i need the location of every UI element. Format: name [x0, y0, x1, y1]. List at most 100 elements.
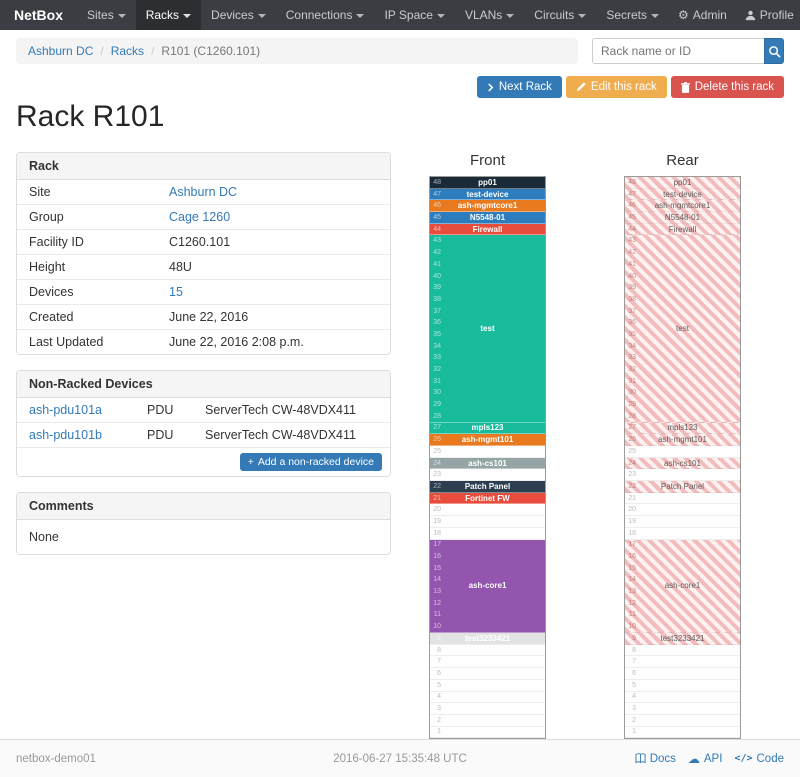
search-input[interactable]: [592, 38, 764, 64]
attr-value-link[interactable]: 15: [169, 285, 183, 299]
nav-item-label: Circuits: [534, 8, 575, 22]
chevron-down-icon: [117, 13, 126, 18]
empty-unit: [625, 679, 740, 692]
nav-item-label: Secrets: [606, 8, 647, 22]
device-label: test-device: [466, 189, 509, 199]
left-column: Rack Site Ashburn DC Group Cage 1260 Facilit…: [16, 152, 391, 570]
device-n5548-01[interactable]: N5548-01: [625, 212, 740, 224]
rack-elevations: Front 48 47 46 45 44 43 42 41 40 39 38 37 36 35 34 33 32…: [429, 152, 741, 740]
empty-unit: [625, 656, 740, 669]
nav-item-devices[interactable]: Devices: [201, 0, 276, 30]
device-test3233421[interactable]: test3233421: [625, 633, 740, 645]
device-label: Patch Panel: [464, 481, 511, 491]
device-label: ash-mgmtcore1: [457, 201, 518, 211]
rack-units: pp01 test-device ash-mgmtcore1 N5548-01 Fire…: [430, 177, 545, 739]
device-pp01[interactable]: pp01: [430, 177, 545, 189]
empty-unit: [625, 492, 740, 505]
edit-rack-label: Edit this rack: [590, 81, 657, 93]
rack-panel: Rack Site Ashburn DC Group Cage 1260 Facilit…: [16, 152, 391, 355]
device-n5548-01[interactable]: N5548-01: [430, 212, 545, 224]
navbar-right-items: ⚙AdminProfileLog out: [669, 0, 800, 30]
device-name-link[interactable]: ash-pdu101a: [29, 403, 102, 417]
main-container: Ashburn DC / Racks / R101 (C1260.101) Next R…: [0, 30, 800, 740]
device-ash-cs101[interactable]: ash-cs101: [625, 457, 740, 470]
device-mpls123[interactable]: mpls123: [430, 422, 545, 435]
nav-item-secrets[interactable]: Secrets: [596, 0, 669, 30]
nav-item-circuits[interactable]: Circuits: [524, 0, 596, 30]
device-pp01[interactable]: pp01: [625, 177, 740, 189]
device-firewall[interactable]: Firewall: [625, 223, 740, 236]
attr-value-link[interactable]: Cage 1260: [169, 210, 231, 224]
brand-link[interactable]: NetBox: [14, 7, 64, 23]
attr-value: June 22, 2016 2:08 p.m.: [157, 329, 390, 354]
empty-unit: [625, 691, 740, 704]
footer-link-docs[interactable]: Docs: [635, 753, 676, 765]
empty-unit: [430, 516, 545, 528]
breadcrumb-link-racks[interactable]: Racks: [110, 44, 145, 58]
device-label: mpls123: [667, 423, 698, 433]
device-ash-core1[interactable]: ash-core1: [430, 539, 545, 634]
rack-searchbox: [592, 38, 784, 64]
cloud-icon: ☁: [687, 751, 700, 766]
add-nonracked-device-button[interactable]: + Add a non-racked device: [239, 453, 382, 471]
comments-body: None: [29, 530, 59, 544]
device-test-device[interactable]: test-device: [430, 188, 545, 201]
device-ash-mgmt101[interactable]: ash-mgmt101: [625, 434, 740, 446]
device-ash-cs101[interactable]: ash-cs101: [430, 457, 545, 470]
nav-item-racks[interactable]: Racks: [135, 0, 202, 30]
device-label: ash-mgmt101: [658, 435, 707, 445]
attr-label: Created: [17, 304, 157, 330]
nav-item-profile[interactable]: Profile: [736, 0, 800, 30]
attr-label: Height: [17, 254, 157, 280]
attr-value: 15: [157, 279, 390, 305]
device-ash-mgmt101[interactable]: ash-mgmt101: [430, 434, 545, 446]
nav-item-ip-space[interactable]: IP Space: [374, 0, 454, 30]
breadcrumb-separator: /: [151, 44, 155, 58]
device-mpls123[interactable]: mpls123: [625, 422, 740, 435]
delete-rack-button[interactable]: Delete this rack: [670, 76, 784, 98]
nav-item-admin[interactable]: ⚙ Admin: [669, 0, 736, 30]
device-ash-mgmtcore1[interactable]: ash-mgmtcore1: [625, 200, 740, 213]
device-test3233421[interactable]: test3233421: [430, 633, 545, 645]
device-firewall[interactable]: Firewall: [430, 223, 545, 236]
front-elevation: Front 48 47 46 45 44 43 42 41 40 39 38 37 36 35 34 33 32…: [429, 152, 546, 740]
user-icon: [745, 10, 756, 21]
device-test[interactable]: test: [430, 235, 545, 423]
nav-item-connections[interactable]: Connections: [276, 0, 375, 30]
nonracked-device-row: ash-pdu101a PDU ServerTech CW-48VDX411: [17, 398, 390, 423]
nav-item-sites[interactable]: Sites: [77, 0, 136, 30]
footer-links: Docs ☁ API </> Code: [635, 753, 784, 765]
nav-item-label: IP Space: [384, 8, 433, 22]
empty-unit: [625, 504, 740, 517]
edit-rack-button[interactable]: Edit this rack: [565, 76, 667, 98]
empty-unit: [430, 656, 545, 669]
rear-elevation: Rear 48 47 46 45 44 43 42 41 40 39 38 37 36 35 34 33 32 3…: [624, 152, 741, 740]
attr-value-link[interactable]: Ashburn DC: [169, 185, 238, 199]
device-label: N5548-01: [469, 212, 506, 222]
device-label: test3233421: [464, 633, 511, 643]
device-test-device[interactable]: test-device: [625, 188, 740, 201]
breadcrumb-link-ashburn-dc[interactable]: Ashburn DC: [28, 44, 94, 58]
empty-unit: [625, 446, 740, 458]
device-role: PDU: [135, 422, 193, 447]
chevron-down-icon: [651, 13, 659, 18]
nonracked-body: ash-pdu101a PDU ServerTech CW-48VDX411 ash-…: [17, 398, 390, 447]
footer-link-api[interactable]: ☁ API: [688, 753, 723, 765]
search-button[interactable]: [764, 38, 784, 64]
device-ash-mgmtcore1[interactable]: ash-mgmtcore1: [430, 200, 545, 213]
device-test[interactable]: test: [625, 235, 740, 423]
device-ash-core1[interactable]: ash-core1: [625, 539, 740, 634]
code-icon: </>: [734, 753, 753, 765]
footer-link-code[interactable]: </> Code: [734, 753, 784, 765]
device-patch-panel[interactable]: Patch Panel: [430, 481, 545, 493]
device-label: ash-cs101: [664, 458, 701, 468]
device-name: ash-pdu101a: [17, 398, 135, 423]
trash-icon: [680, 81, 690, 93]
device-name-link[interactable]: ash-pdu101b: [29, 428, 102, 442]
device-patch-panel[interactable]: Patch Panel: [625, 481, 740, 493]
nav-item-vlans[interactable]: VLANs: [455, 0, 524, 30]
next-rack-button[interactable]: Next Rack: [476, 76, 562, 98]
device-label: ash-cs101: [468, 458, 507, 468]
device-fortinet-fw[interactable]: Fortinet FW: [430, 492, 545, 505]
